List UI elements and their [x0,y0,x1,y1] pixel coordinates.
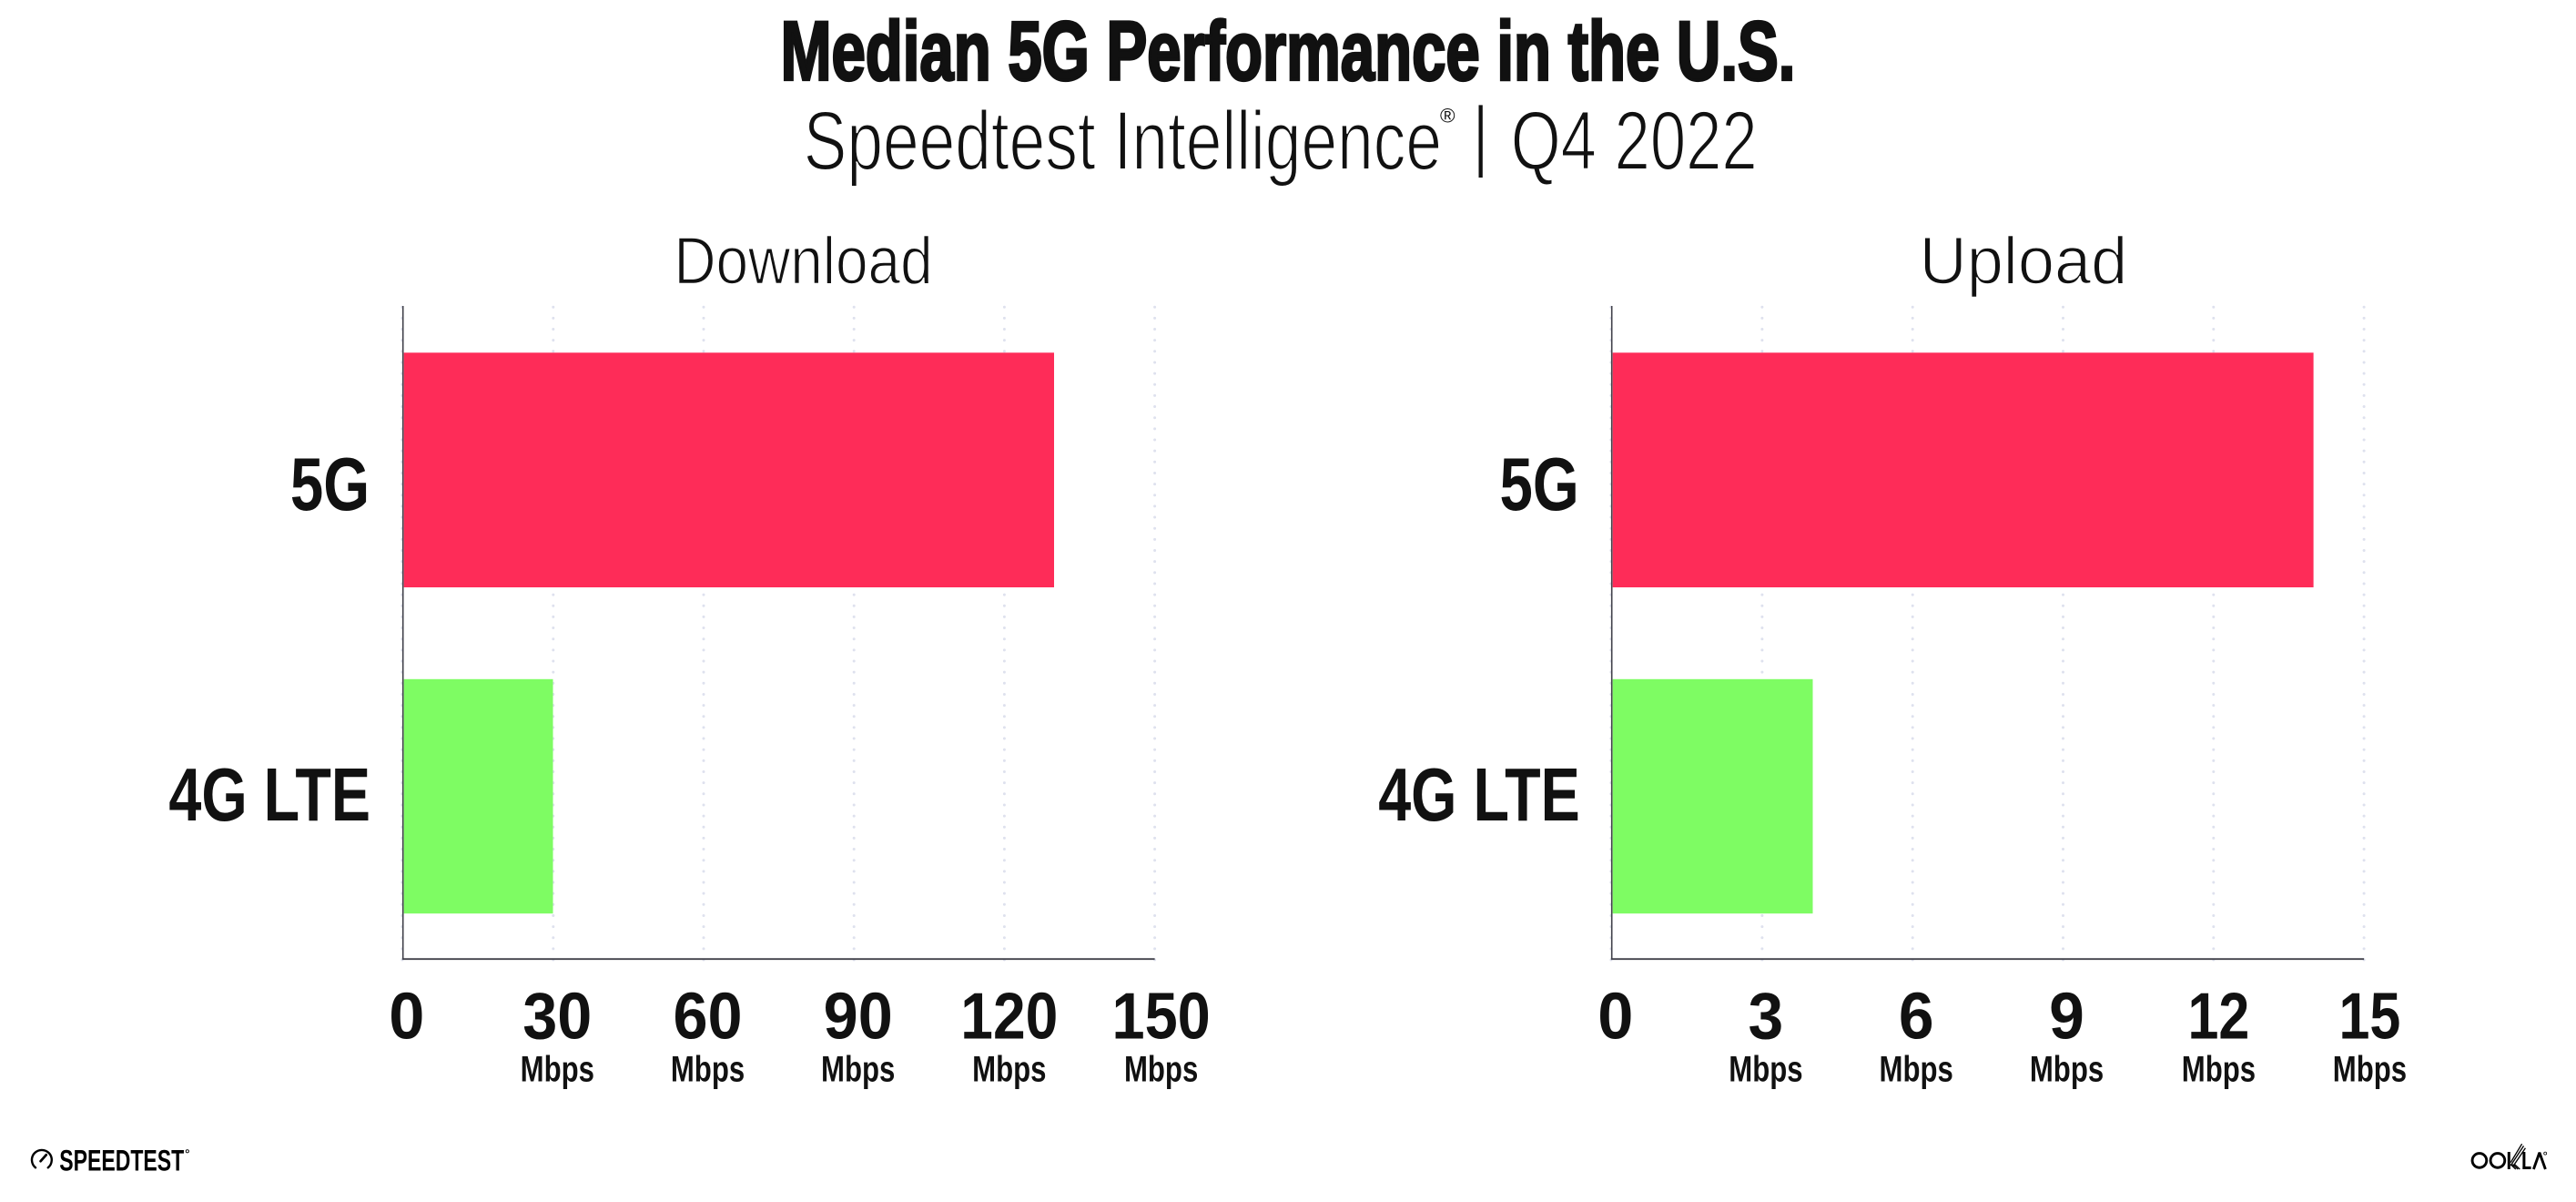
svg-text:6: 6 [1899,980,1934,1054]
svg-text:9: 9 [2049,980,2084,1054]
svg-text:Q4 2022: Q4 2022 [1511,95,1758,188]
svg-text:Median 5G Performance in the U: Median 5G Performance in the U.S. [781,5,1796,99]
svg-text:SPEEDTEST: SPEEDTEST [59,1145,185,1178]
svg-text:3: 3 [1749,980,1784,1054]
svg-text:Mbps: Mbps [2030,1049,2104,1089]
svg-text:0: 0 [389,980,424,1054]
svg-text:Upload: Upload [1920,224,2128,299]
svg-text:Mbps: Mbps [1124,1049,1198,1089]
svg-text:0: 0 [1597,980,1633,1054]
svg-text:15: 15 [2338,980,2400,1054]
svg-text:Mbps: Mbps [1729,1049,1802,1089]
svg-text:Mbps: Mbps [972,1049,1046,1089]
svg-text:®: ® [1440,105,1455,127]
svg-text:Speedtest Intelligence: Speedtest Intelligence [804,95,1442,188]
svg-text:Mbps: Mbps [521,1049,594,1089]
svg-text:Download: Download [674,224,932,299]
svg-text:5G: 5G [290,443,370,526]
svg-text:4G LTE: 4G LTE [1378,753,1580,837]
svg-text:120: 120 [960,979,1058,1054]
svg-text:Mbps: Mbps [821,1049,895,1089]
svg-text:4G LTE: 4G LTE [168,753,370,837]
svg-text:90: 90 [824,979,893,1053]
svg-text:12: 12 [2187,980,2249,1054]
svg-text:Mbps: Mbps [671,1049,745,1089]
svg-text:Mbps: Mbps [2182,1049,2256,1089]
svg-text:Mbps: Mbps [2333,1049,2407,1089]
svg-text:60: 60 [673,979,742,1053]
svg-text:5G: 5G [1500,443,1579,526]
svg-text:Mbps: Mbps [1880,1049,1953,1089]
svg-text:30: 30 [522,979,592,1053]
svg-text:150: 150 [1111,979,1210,1053]
